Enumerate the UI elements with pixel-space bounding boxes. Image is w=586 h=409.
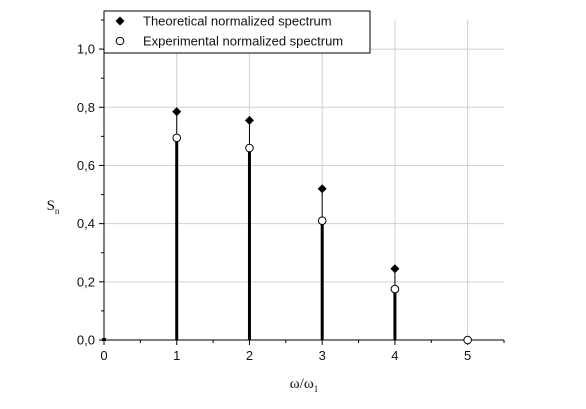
y-tick-label: 0,6 bbox=[77, 158, 95, 173]
y-tick-label: 0,4 bbox=[77, 216, 95, 231]
legend-theoretical-label: Theoretical normalized spectrum bbox=[143, 14, 332, 29]
x-tick-label: 3 bbox=[319, 348, 326, 363]
y-tick-label: 0,8 bbox=[77, 100, 95, 115]
experimental-point bbox=[390, 284, 400, 294]
theoretical-point bbox=[244, 115, 254, 125]
theoretical-point bbox=[172, 107, 182, 117]
y-tick-label: 0,2 bbox=[77, 274, 95, 289]
x-tick-label: 0 bbox=[100, 348, 107, 363]
legend-box bbox=[103, 10, 371, 54]
experimental-point bbox=[463, 335, 472, 345]
x-tick-label: 1 bbox=[173, 348, 180, 363]
x-tick-label: 4 bbox=[391, 348, 398, 363]
y-axis-title: Sn bbox=[47, 198, 60, 216]
legend-experimental-label: Experimental normalized spectrum bbox=[143, 34, 343, 49]
experimental-point bbox=[317, 216, 327, 226]
x-tick-label: 5 bbox=[464, 348, 471, 363]
experimental-point bbox=[172, 133, 182, 143]
theoretical-point bbox=[390, 264, 400, 274]
x-tick-label: 2 bbox=[246, 348, 253, 363]
theoretical-point bbox=[317, 184, 327, 194]
y-tick-label: 0,0 bbox=[77, 333, 95, 348]
y-tick-label: 1,0 bbox=[77, 42, 95, 57]
legend-experimental-marker bbox=[115, 36, 125, 46]
legend-theoretical-marker bbox=[115, 16, 125, 26]
origin-marker bbox=[102, 338, 106, 341]
x-axis-title: ω/ω1 bbox=[290, 376, 318, 394]
experimental-point bbox=[245, 143, 254, 153]
